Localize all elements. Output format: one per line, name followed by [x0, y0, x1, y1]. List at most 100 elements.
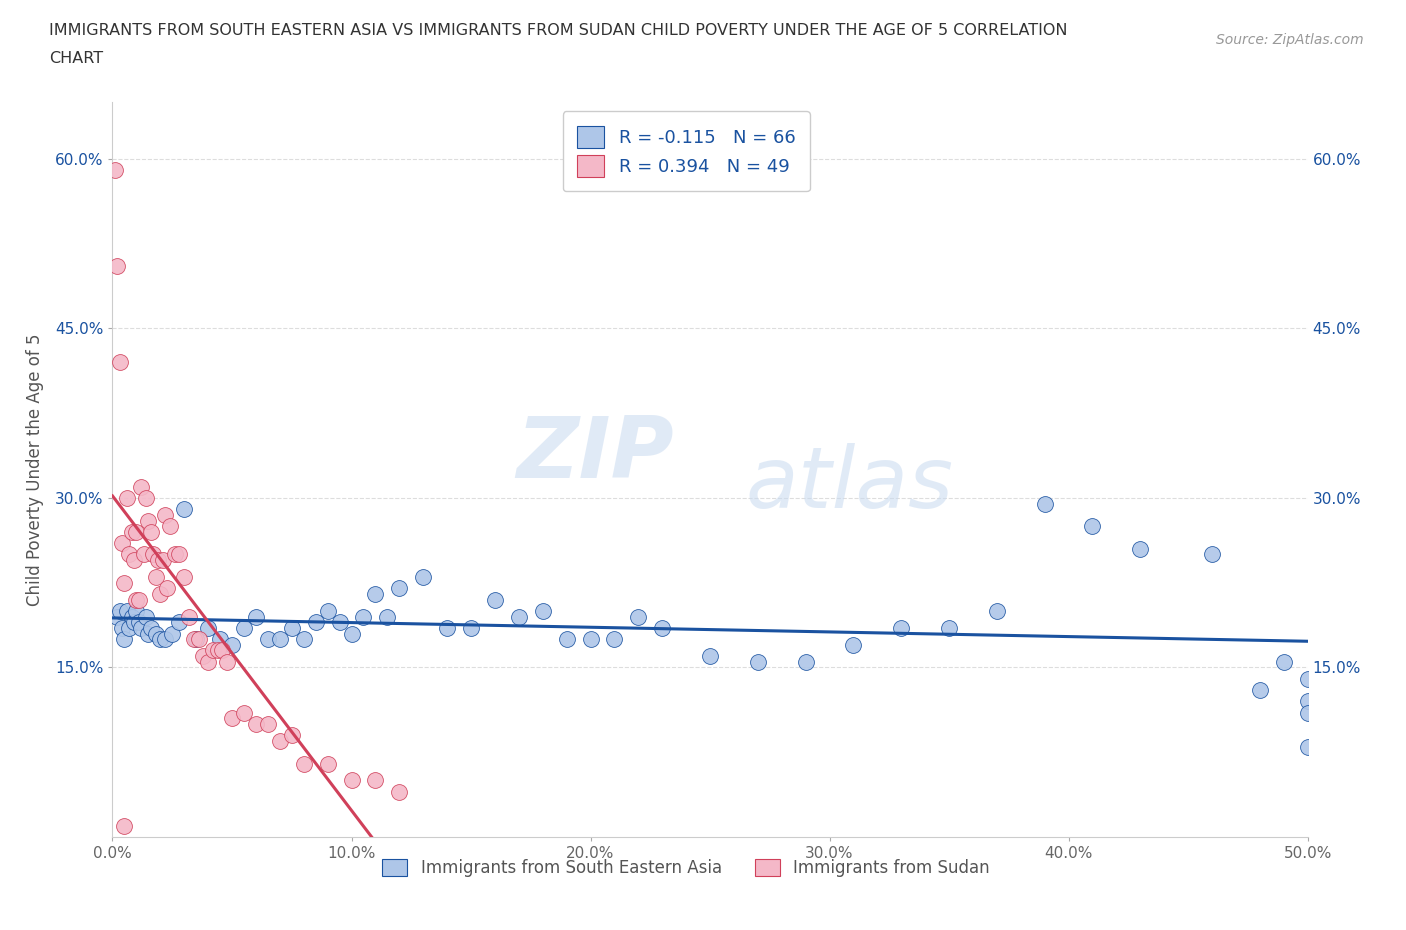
- Point: [115, 604, 138, 618]
- Point: [412, 569, 434, 584]
- Point: [257, 716, 280, 731]
- Point: [125, 525, 148, 539]
- Point: [186, 631, 208, 646]
- Point: [364, 773, 387, 788]
- Point: [153, 508, 176, 523]
- Point: [153, 631, 176, 646]
- Point: [114, 631, 135, 646]
- Point: [245, 609, 267, 624]
- Point: [128, 592, 150, 607]
- Point: [531, 604, 554, 618]
- Point: [292, 631, 315, 646]
- Point: [245, 716, 267, 731]
- Point: [207, 643, 229, 658]
- Point: [129, 479, 152, 494]
- Point: [340, 626, 363, 641]
- Point: [122, 552, 145, 567]
- Point: [145, 626, 167, 641]
- Point: [128, 615, 150, 630]
- Point: [281, 620, 304, 635]
- Point: [156, 581, 179, 596]
- Point: [145, 569, 167, 584]
- Point: [388, 581, 411, 596]
- Point: [132, 547, 155, 562]
- Point: [114, 818, 135, 833]
- Point: [105, 259, 128, 273]
- Point: [233, 620, 256, 635]
- Point: [305, 615, 328, 630]
- Point: [699, 649, 721, 664]
- Point: [197, 655, 219, 670]
- Point: [1296, 694, 1319, 709]
- Point: [162, 626, 183, 641]
- Point: [340, 773, 363, 788]
- Point: [211, 643, 233, 658]
- Point: [986, 604, 1008, 618]
- Point: [316, 756, 339, 771]
- Point: [129, 620, 152, 635]
- Point: [1296, 671, 1319, 686]
- Point: [364, 587, 387, 602]
- Point: [1129, 541, 1152, 556]
- Point: [142, 547, 165, 562]
- Point: [114, 576, 135, 591]
- Point: [163, 547, 186, 562]
- Point: [104, 163, 127, 178]
- Text: ZIP: ZIP: [516, 414, 675, 497]
- Point: [352, 609, 374, 624]
- Point: [169, 547, 191, 562]
- Point: [1081, 519, 1104, 534]
- Point: [177, 609, 200, 624]
- Point: [122, 615, 145, 630]
- Point: [794, 655, 817, 670]
- Point: [460, 620, 482, 635]
- Text: CHART: CHART: [49, 51, 103, 66]
- Point: [388, 784, 411, 799]
- Point: [111, 536, 134, 551]
- Point: [125, 604, 148, 618]
- Point: [118, 547, 141, 562]
- Point: [159, 519, 181, 534]
- Text: IMMIGRANTS FROM SOUTH EASTERN ASIA VS IMMIGRANTS FROM SUDAN CHILD POVERTY UNDER : IMMIGRANTS FROM SOUTH EASTERN ASIA VS IM…: [49, 23, 1067, 38]
- Point: [135, 609, 157, 624]
- Point: [377, 609, 399, 624]
- Point: [121, 609, 143, 624]
- Point: [105, 609, 128, 624]
- Point: [146, 552, 169, 567]
- Point: [193, 649, 215, 664]
- Point: [316, 604, 339, 618]
- Point: [149, 587, 172, 602]
- Point: [484, 592, 506, 607]
- Point: [108, 355, 131, 370]
- Point: [173, 569, 195, 584]
- Point: [292, 756, 315, 771]
- Point: [269, 631, 291, 646]
- Point: [555, 631, 578, 646]
- Point: [197, 620, 219, 635]
- Point: [201, 643, 224, 658]
- Point: [209, 631, 232, 646]
- Point: [508, 609, 530, 624]
- Point: [108, 604, 131, 618]
- Point: [149, 631, 172, 646]
- Point: [139, 525, 162, 539]
- Point: [183, 631, 205, 646]
- Point: [603, 631, 626, 646]
- Point: [1201, 547, 1223, 562]
- Y-axis label: Child Poverty Under the Age of 5: Child Poverty Under the Age of 5: [25, 333, 44, 606]
- Point: [890, 620, 912, 635]
- Point: [579, 631, 602, 646]
- Point: [169, 615, 191, 630]
- Point: [125, 592, 148, 607]
- Point: [842, 637, 865, 652]
- Point: [217, 655, 239, 670]
- Point: [121, 525, 143, 539]
- Point: [281, 728, 304, 743]
- Point: [1249, 683, 1271, 698]
- Point: [1272, 655, 1295, 670]
- Point: [152, 552, 174, 567]
- Point: [138, 513, 160, 528]
- Point: [115, 490, 138, 505]
- Legend: Immigrants from South Eastern Asia, Immigrants from Sudan: Immigrants from South Eastern Asia, Immi…: [375, 852, 997, 883]
- Point: [436, 620, 458, 635]
